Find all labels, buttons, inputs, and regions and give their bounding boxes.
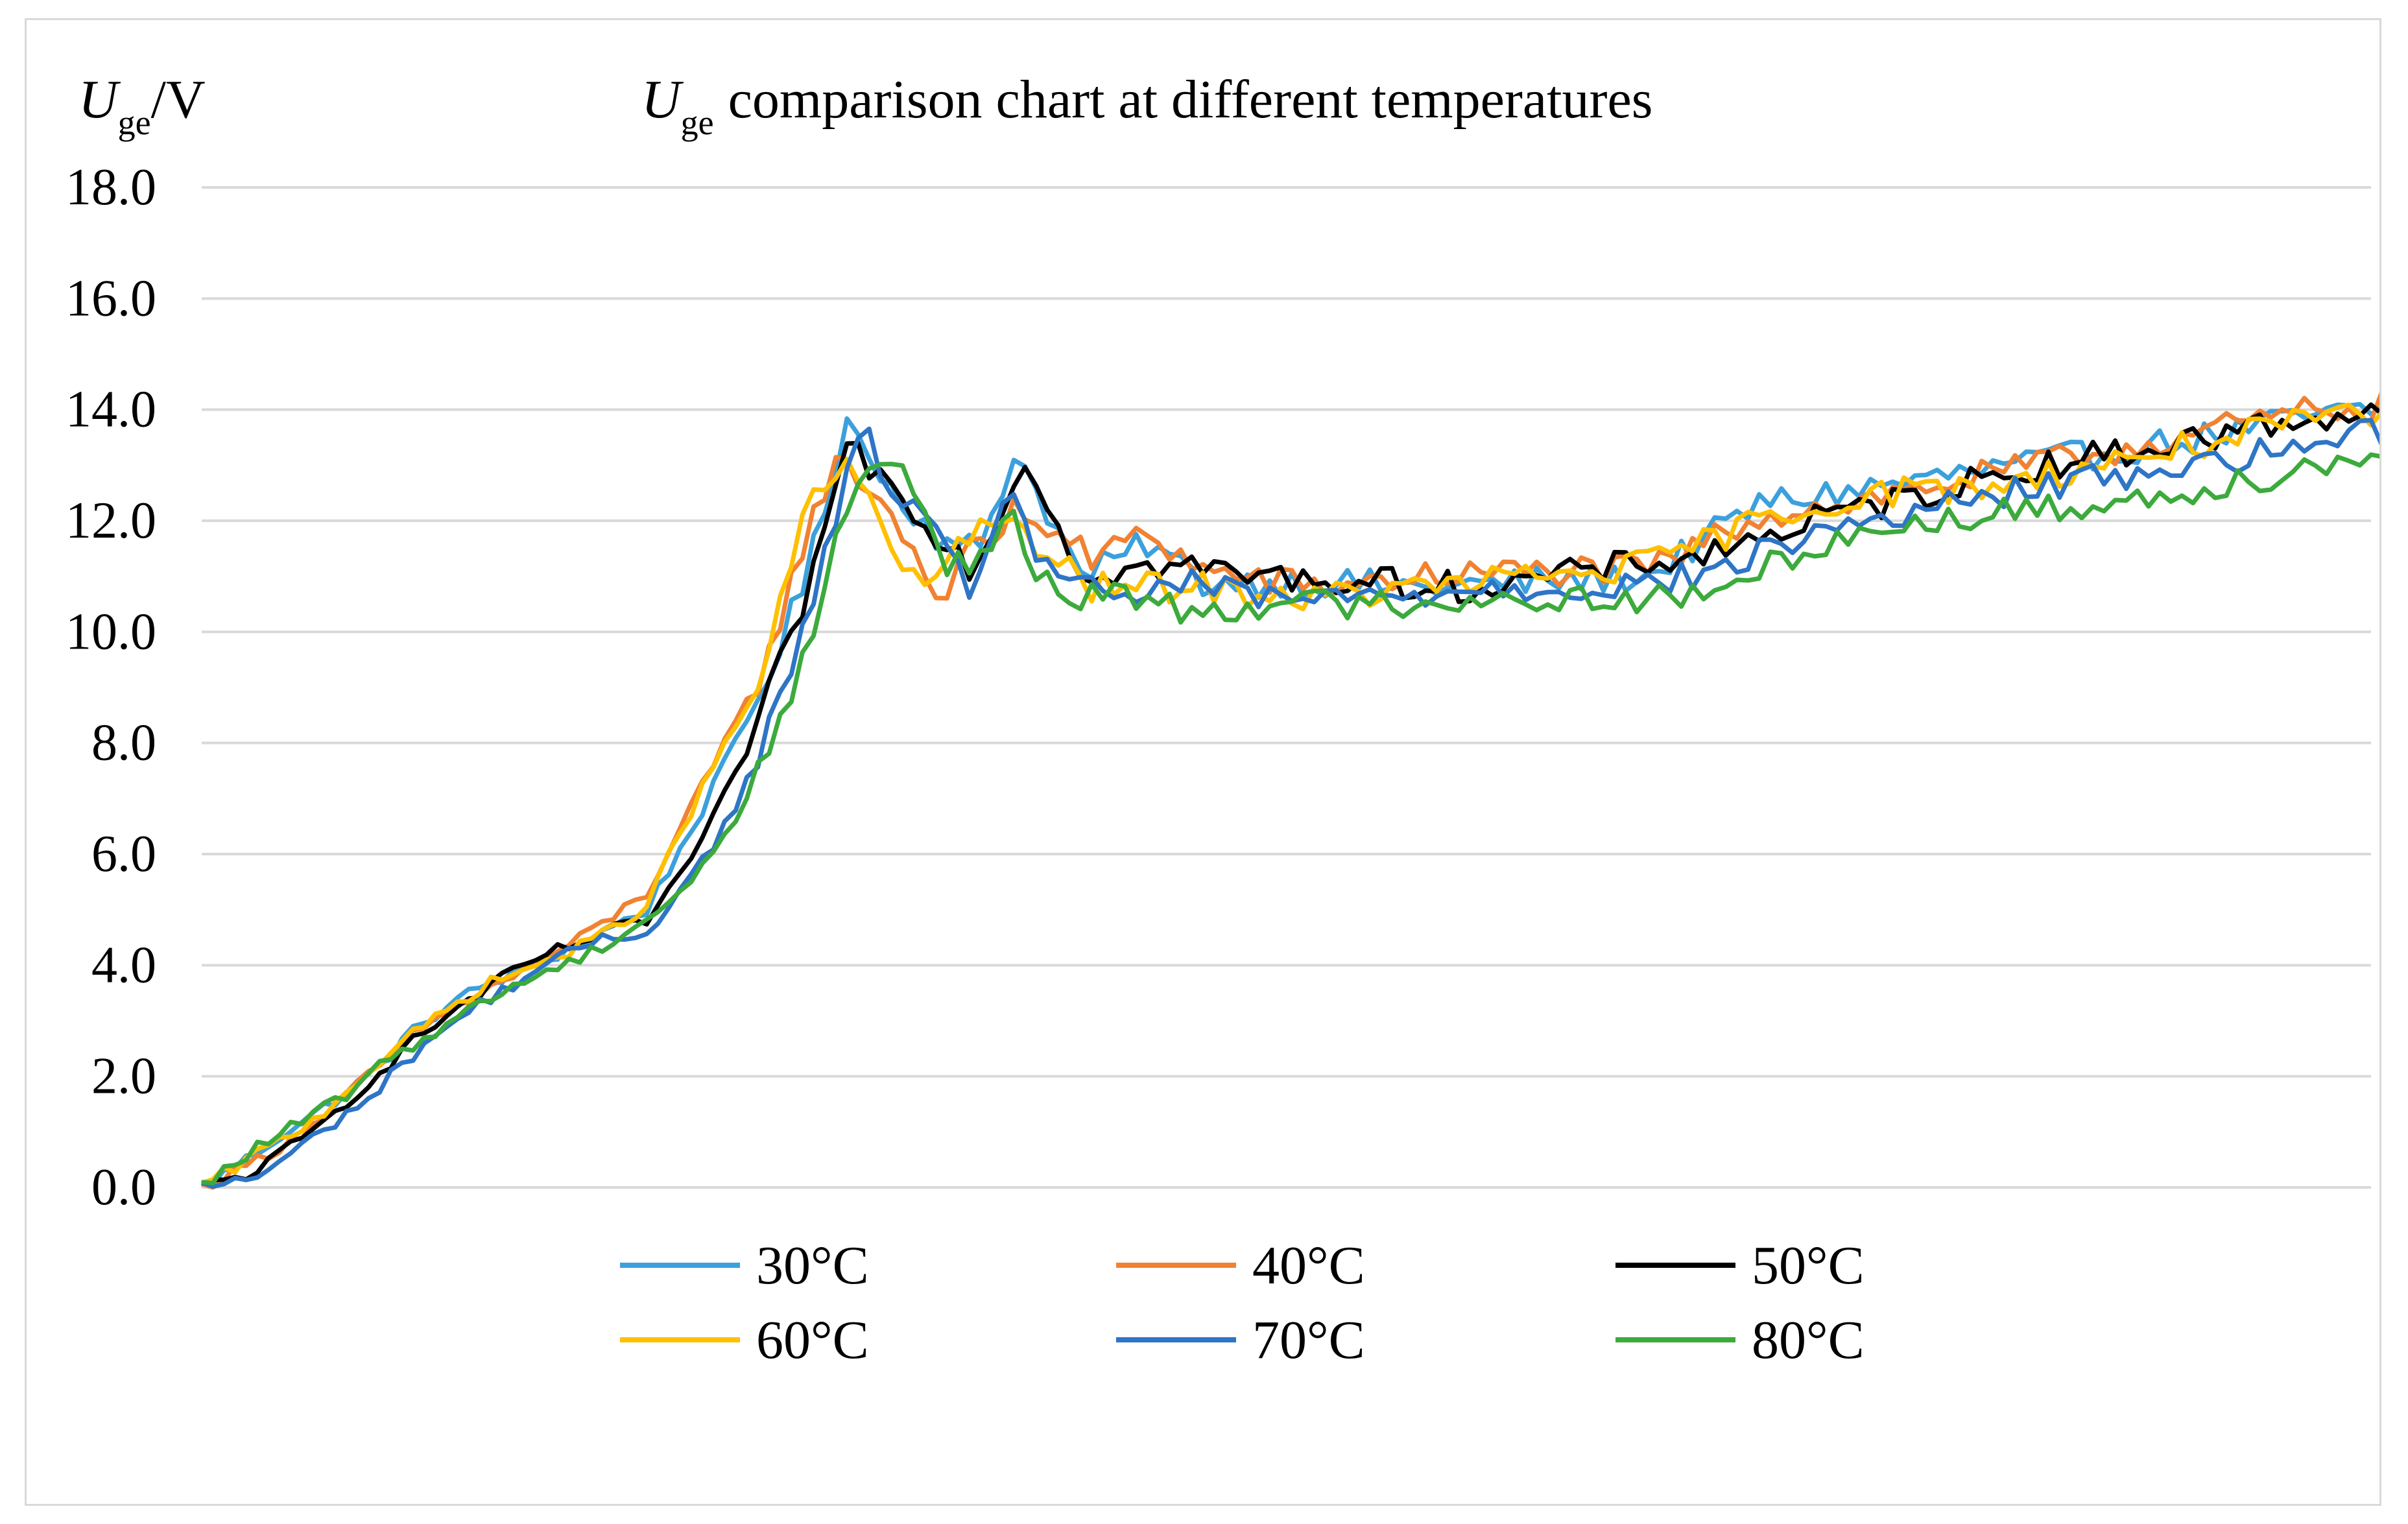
y-tick-label: 16.0 [66,270,156,327]
legend-label-3: 60°C [756,1310,869,1370]
y-tick-label: 4.0 [91,936,156,994]
chart-svg: 0.02.04.06.08.010.012.014.016.018.0 Uge/… [66,69,2379,1370]
series-layer [200,392,2379,1190]
chart-frame: 0.0 2.0 4.0 6.0 8.0 10.0 12.0 14.0 16.0 18.0 Uge/… [25,18,2381,1506]
legend-label-2: 50°C [1752,1235,1865,1296]
y-tick-label: 6.0 [91,826,156,883]
y-tick-label: 8.0 [91,715,156,772]
series-line-4 [200,418,2379,1189]
chart-title-symbol: U [641,69,684,130]
y-axis-label-unit: /V [151,69,206,130]
legend-label-0: 30°C [756,1235,869,1296]
y-tick-label: 14.0 [66,381,156,438]
series-line-5 [201,452,2379,1185]
y-axis-label-symbol: U [78,69,121,130]
y-axis-label-subscript: ge [118,103,151,142]
legend-label-5: 80°C [1752,1310,1865,1370]
y-axis-label: Uge/V [78,69,206,142]
y-tick-label: 18.0 [66,159,156,216]
chart-title-text: comparison chart at different temperatur… [728,69,1653,130]
chart-title: Uge comparison chart at different tempera… [641,69,1652,142]
y-tick-label: 0.0 [91,1159,156,1216]
series-line-3 [200,402,2379,1185]
y-tick-label: 2.0 [91,1048,156,1105]
y-tick-label: 10.0 [66,603,156,660]
series-line-2 [200,402,2379,1186]
chart-title-subscript: ge [681,103,714,142]
legend-label-1: 40°C [1252,1235,1365,1296]
grid-layer: 0.0 2.0 4.0 6.0 8.0 10.0 12.0 14.0 16.0 18.0 [66,159,2371,1216]
y-tick-label: 12.0 [66,492,156,549]
legend-label-4: 70°C [1252,1310,1365,1370]
legend: 30°C 40°C 50°C 60°C 70°C 80°C [620,1235,1865,1370]
